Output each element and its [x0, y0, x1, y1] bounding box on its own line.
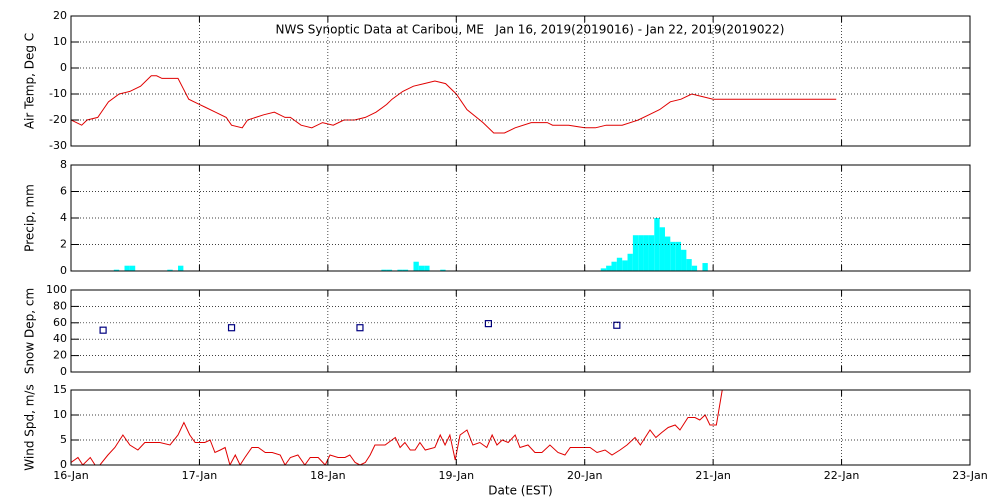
bar	[632, 235, 639, 271]
bar	[402, 269, 409, 271]
bar	[627, 253, 633, 271]
x-tick-label: 22-Jan	[824, 469, 860, 482]
bar	[178, 265, 184, 271]
bar	[424, 265, 430, 271]
bar	[664, 236, 671, 271]
bar	[413, 261, 419, 271]
y-tick-label: 5	[60, 433, 67, 446]
x-tick-label: 16-Jan	[53, 469, 89, 482]
bar	[638, 235, 644, 271]
y-tick-label: 8	[60, 158, 67, 171]
x-tick-label: 19-Jan	[439, 469, 475, 482]
line	[71, 75, 837, 134]
point	[356, 324, 364, 332]
plot-frame	[70, 15, 971, 147]
y-tick-label: 0	[60, 264, 67, 277]
bar	[381, 269, 387, 271]
y-tick-label: -10	[49, 87, 67, 100]
bar	[686, 259, 692, 271]
plot-frame	[70, 389, 971, 466]
y-tick-label: -30	[49, 139, 67, 152]
y-tick-label: 20	[53, 9, 67, 22]
x-tick-label: 17-Jan	[182, 469, 218, 482]
bar	[691, 265, 698, 271]
bar	[675, 241, 682, 271]
bar	[418, 265, 425, 271]
panel	[113, 218, 708, 271]
bar	[616, 257, 623, 271]
x-tick-label: 23-Jan	[952, 469, 988, 482]
panel	[99, 320, 621, 334]
bar	[681, 249, 687, 271]
x-tick-label: 20-Jan	[567, 469, 603, 482]
y-axis-label: Snow Dep, cm	[23, 288, 37, 374]
bar	[659, 227, 665, 271]
y-tick-label: 20	[53, 349, 67, 362]
bar	[611, 261, 617, 271]
bar	[622, 260, 628, 271]
y-tick-label: 0	[60, 458, 67, 471]
y-axis-label: Wind Spd, m/s	[23, 384, 37, 470]
y-tick-label: 40	[53, 332, 67, 345]
y-tick-label: 80	[53, 299, 67, 312]
plot-frame	[70, 289, 971, 373]
y-tick-label: 10	[53, 35, 67, 48]
y-tick-label: 15	[53, 383, 67, 396]
y-tick-label: 6	[60, 185, 67, 198]
bar	[129, 265, 136, 271]
y-tick-label: 4	[60, 211, 67, 224]
bar	[600, 268, 607, 271]
bar	[124, 265, 130, 271]
plot-frame	[70, 164, 971, 272]
bar	[643, 235, 649, 271]
point	[99, 326, 107, 334]
bar	[670, 241, 676, 271]
x-tick-label: 18-Jan	[310, 469, 346, 482]
bar	[606, 265, 612, 271]
bar	[167, 269, 173, 271]
bar	[702, 263, 708, 271]
bar	[386, 269, 393, 271]
point	[613, 321, 621, 329]
bar	[113, 269, 120, 271]
x-axis-label: Date (EST)	[488, 484, 552, 498]
y-tick-label: 60	[53, 316, 67, 329]
chart-title: NWS Synoptic Data at Caribou, ME Jan 16,…	[276, 23, 785, 37]
line	[71, 389, 723, 465]
bar	[648, 235, 655, 271]
y-tick-label: 100	[46, 283, 67, 296]
y-tick-label: 0	[60, 365, 67, 378]
point	[484, 320, 492, 328]
y-axis-label: Precip, mm	[23, 184, 37, 252]
y-tick-label: -20	[49, 113, 67, 126]
bar	[440, 269, 446, 271]
y-tick-label: 10	[53, 408, 67, 421]
y-axis-label: Air Temp, Deg C	[23, 33, 37, 129]
point	[227, 324, 236, 332]
x-tick-label: 21-Jan	[695, 469, 731, 482]
panel	[71, 75, 837, 134]
panel	[71, 389, 723, 465]
y-tick-label: 0	[60, 61, 67, 74]
bar	[397, 269, 403, 271]
y-tick-label: 2	[60, 238, 67, 251]
